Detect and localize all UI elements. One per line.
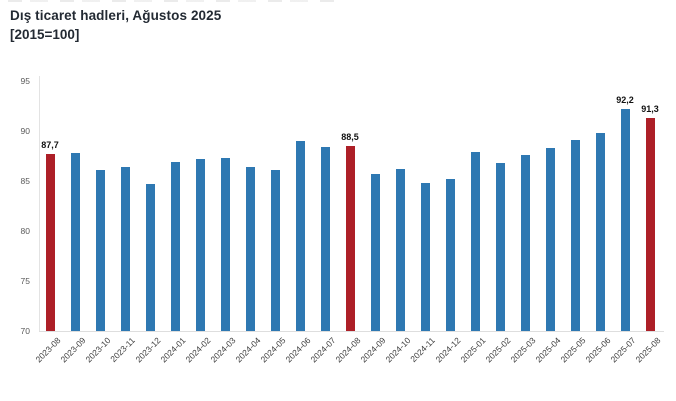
bar-2025-01 bbox=[470, 152, 480, 331]
bar-2025-07 bbox=[620, 109, 630, 331]
bar-2024-05 bbox=[270, 170, 280, 331]
x-label-2025-08: 2025-08 bbox=[633, 335, 663, 365]
bar-2024-06 bbox=[295, 141, 305, 331]
bar-2025-02 bbox=[495, 163, 505, 331]
x-label-2023-11: 2023-11 bbox=[108, 335, 138, 364]
chart-title: Dış ticaret hadleri, Ağustos 2025 bbox=[10, 8, 222, 23]
bar-2024-07 bbox=[320, 147, 330, 331]
x-label-2024-03: 2024-03 bbox=[208, 335, 238, 365]
x-label-2025-07: 2025-07 bbox=[608, 335, 638, 365]
bar-2024-01 bbox=[170, 162, 180, 331]
x-label-2024-05: 2024-05 bbox=[258, 335, 288, 365]
bar-2023-08 bbox=[45, 154, 55, 331]
bar-2024-02 bbox=[195, 159, 205, 331]
x-label-2024-09: 2024-09 bbox=[358, 335, 388, 365]
bar-2024-08 bbox=[345, 146, 355, 331]
bar-2024-09 bbox=[370, 174, 380, 331]
x-label-2025-04: 2025-04 bbox=[533, 335, 563, 365]
y-tick-85: 85 bbox=[20, 175, 30, 186]
x-label-2025-06: 2025-06 bbox=[583, 335, 613, 365]
x-label-2025-01: 2025-01 bbox=[458, 335, 488, 365]
x-label-2024-07: 2024-07 bbox=[308, 335, 338, 365]
bar-2025-03 bbox=[520, 155, 530, 331]
x-label-2024-04: 2024-04 bbox=[233, 335, 263, 365]
chart-subtitle: [2015=100] bbox=[10, 27, 80, 42]
x-label-2024-11: 2024-11 bbox=[408, 335, 438, 364]
bar-2025-04 bbox=[545, 148, 555, 331]
bar-2023-09 bbox=[70, 153, 80, 331]
y-tick-95: 95 bbox=[20, 75, 30, 86]
data-label-2023-08: 87,7 bbox=[41, 140, 59, 150]
bar-2023-11 bbox=[120, 167, 130, 331]
data-label-2024-08: 88,5 bbox=[341, 132, 359, 142]
x-label-2023-09: 2023-09 bbox=[58, 335, 88, 365]
bar-2025-08 bbox=[645, 118, 655, 331]
y-tick-75: 75 bbox=[20, 275, 30, 286]
y-tick-70: 70 bbox=[20, 325, 30, 336]
x-label-2024-02: 2024-02 bbox=[183, 335, 213, 365]
bar-2025-05 bbox=[570, 140, 580, 331]
x-label-2024-06: 2024-06 bbox=[283, 335, 313, 365]
y-axis-line bbox=[39, 76, 40, 331]
x-label-2023-12: 2023-12 bbox=[133, 335, 163, 365]
data-label-2025-08: 91,3 bbox=[641, 104, 659, 114]
bar-2024-04 bbox=[245, 167, 255, 331]
x-label-2024-10: 2024-10 bbox=[383, 335, 413, 365]
bar-2023-12 bbox=[145, 184, 155, 331]
x-label-2025-05: 2025-05 bbox=[558, 335, 588, 365]
x-label-2023-08: 2023-08 bbox=[33, 335, 63, 365]
x-label-2024-12: 2024-12 bbox=[433, 335, 463, 365]
x-label-2025-02: 2025-02 bbox=[483, 335, 513, 365]
x-label-2023-10: 2023-10 bbox=[83, 335, 113, 365]
bar-2023-10 bbox=[95, 170, 105, 331]
x-axis-line bbox=[39, 331, 664, 332]
bar-2024-11 bbox=[420, 183, 430, 331]
y-tick-80: 80 bbox=[20, 225, 30, 236]
bar-2024-03 bbox=[220, 158, 230, 331]
bar-2025-06 bbox=[595, 133, 605, 331]
cropped-content-sliver bbox=[8, 0, 338, 2]
x-label-2024-08: 2024-08 bbox=[333, 335, 363, 365]
x-label-2024-01: 2024-01 bbox=[158, 335, 188, 365]
bar-2024-12 bbox=[445, 179, 455, 331]
x-label-2025-03: 2025-03 bbox=[508, 335, 538, 365]
bar-2024-10 bbox=[395, 169, 405, 331]
data-label-2025-07: 92,2 bbox=[616, 95, 634, 105]
y-tick-90: 90 bbox=[20, 125, 30, 136]
